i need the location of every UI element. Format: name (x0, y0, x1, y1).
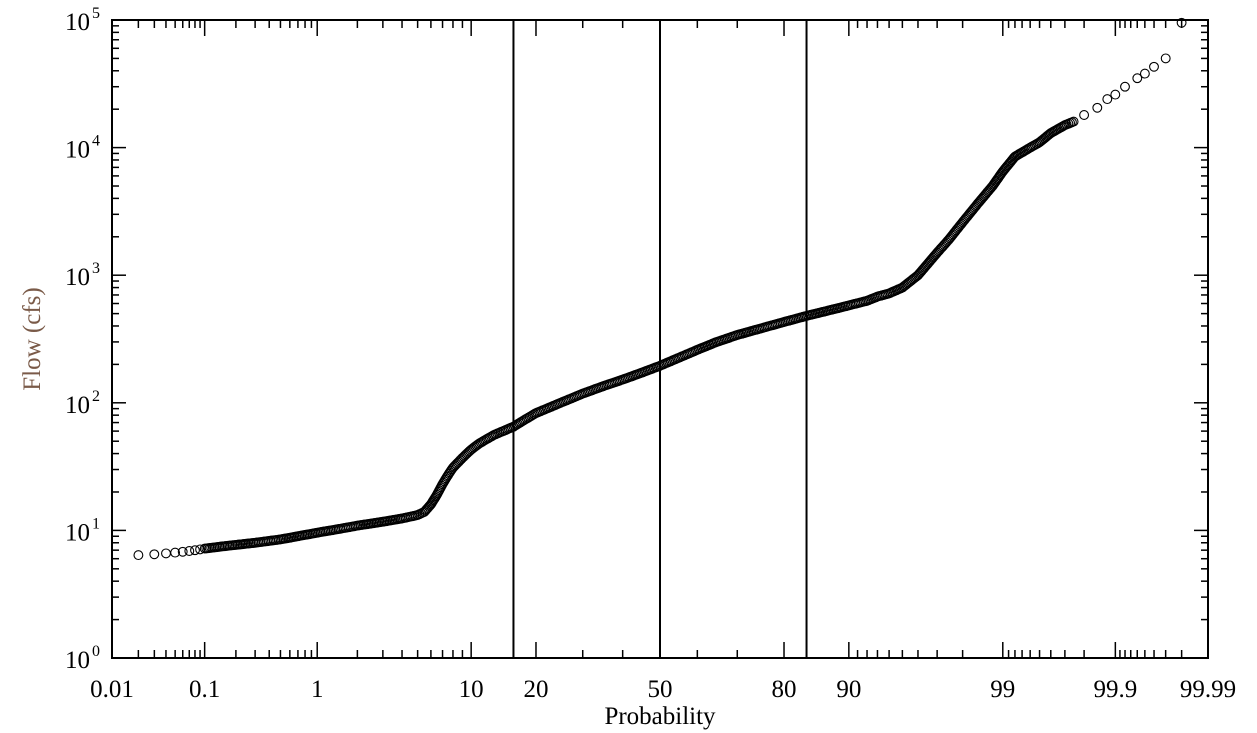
y-tick-label: 10 (65, 519, 90, 546)
x-tick-labels: 0.01 0.1 1 10 20 50 80 90 99 99.9 99.99 (90, 676, 1236, 703)
x-tick-label: 50 (648, 676, 673, 703)
y-tick-label: 10 (65, 392, 90, 419)
data-point (1057, 121, 1068, 132)
x-tick-label: 0.1 (189, 676, 220, 703)
data-point (1149, 61, 1159, 72)
data-point (161, 548, 171, 559)
data-point (1079, 110, 1090, 120)
y-tick-label: 10 (65, 137, 90, 164)
y-axis-label: Flow (cfs) (19, 287, 46, 390)
reference-lines (512, 20, 808, 658)
data-point (184, 546, 195, 556)
x-tick-label: 0.01 (90, 676, 134, 703)
y-tick-exponent: 5 (92, 5, 100, 22)
x-tick-label: 99 (990, 676, 1015, 703)
y-tick-label: 10 (65, 9, 90, 36)
y-tick-exponent: 1 (92, 515, 100, 532)
data-point (1025, 142, 1036, 153)
y-tick-label: 10 (65, 647, 90, 674)
x-tick-label: 10 (459, 676, 484, 703)
data-point (1176, 17, 1187, 28)
x-tick-label: 99.9 (1093, 676, 1137, 703)
x-tick-label: 90 (836, 676, 861, 703)
y-tick-label: 10 (65, 264, 90, 291)
y-tick-exponent: 4 (92, 133, 100, 150)
x-axis-label: Probability (604, 703, 716, 730)
data-point (526, 410, 537, 421)
x-tick-label: 1 (311, 676, 324, 703)
data-point (1092, 102, 1103, 113)
data-points (133, 17, 1187, 561)
data-point (527, 409, 538, 420)
x-tick-label: 99.99 (1180, 676, 1236, 703)
y-tick-exponent: 3 (92, 260, 100, 277)
data-point (190, 545, 200, 556)
y-tick-exponent: 0 (92, 643, 100, 660)
data-point (1160, 53, 1171, 64)
data-point (1120, 81, 1130, 92)
plot-frame (111, 19, 1209, 659)
y-tick-exponent: 2 (92, 388, 100, 405)
data-point (170, 547, 181, 558)
data-point (1068, 116, 1079, 127)
data-point (177, 546, 188, 557)
data-point (133, 550, 144, 561)
data-point (1102, 94, 1113, 105)
x-tick-label: 20 (523, 676, 548, 703)
data-point (149, 549, 160, 560)
data-point (1132, 73, 1143, 84)
data-point (1110, 89, 1121, 100)
axis-ticks (111, 20, 1209, 658)
data-point (195, 544, 206, 555)
data-point (1139, 68, 1150, 79)
x-tick-label: 80 (772, 676, 797, 703)
